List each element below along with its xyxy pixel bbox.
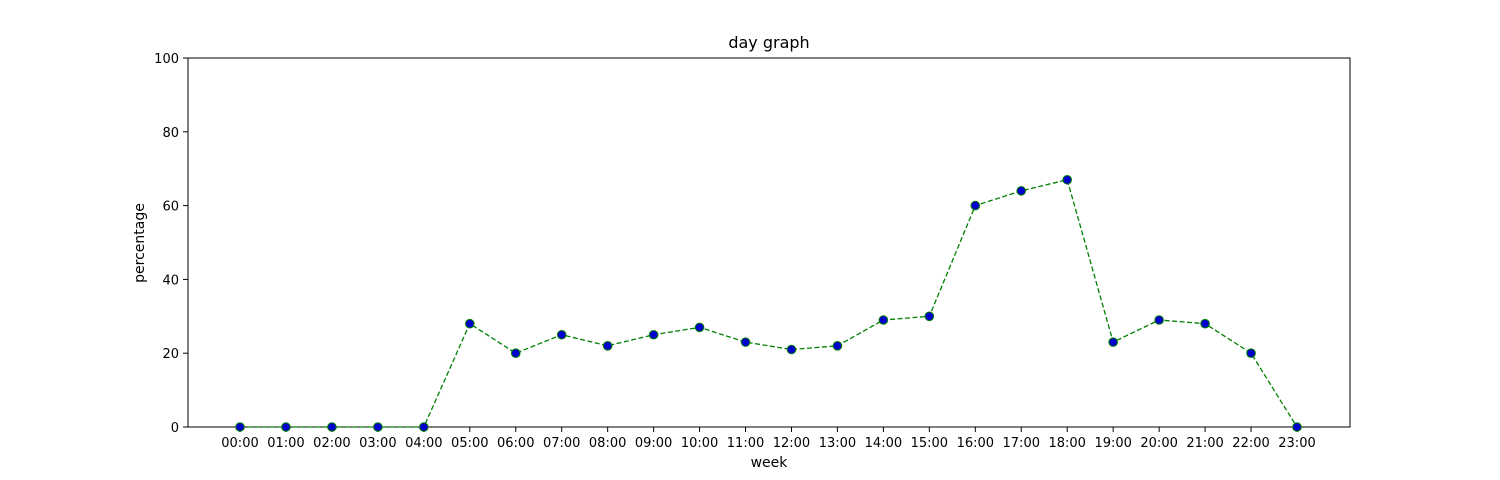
data-point — [327, 422, 337, 432]
data-point — [878, 315, 889, 325]
y-tick-label: 100 — [154, 52, 179, 67]
x-tick-label: 16:00 — [957, 436, 994, 451]
x-tick-label: 07:00 — [543, 436, 580, 451]
data-point — [648, 329, 659, 340]
y-tick-label: 80 — [162, 126, 179, 141]
data-point — [1016, 186, 1027, 196]
chart-title: day graph — [728, 33, 809, 52]
data-point — [1200, 318, 1210, 329]
x-tick-label: 08:00 — [589, 436, 626, 451]
data-point — [1292, 422, 1302, 432]
data-point — [1246, 348, 1256, 359]
data-point — [1062, 174, 1073, 185]
y-tick-label: 20 — [162, 347, 179, 362]
data-point — [832, 341, 843, 351]
data-point — [281, 422, 291, 432]
data-point — [1154, 315, 1164, 325]
x-tick-label: 05:00 — [451, 436, 488, 451]
x-tick-label: 23:00 — [1278, 436, 1315, 451]
data-point — [924, 311, 935, 322]
x-tick-label: 00:00 — [221, 436, 258, 451]
data-point — [694, 322, 705, 333]
x-tick-label: 11:00 — [727, 436, 764, 451]
data-point — [419, 422, 429, 432]
x-tick-label: 15:00 — [911, 436, 948, 451]
x-tick-label: 17:00 — [1003, 436, 1040, 451]
x-axis-label: week — [751, 455, 789, 471]
x-tick-label: 03:00 — [359, 436, 396, 451]
y-axis: 0 20 40 60 80 100 — [154, 52, 188, 436]
x-tick-label: 09:00 — [635, 436, 672, 451]
x-tick-label: 18:00 — [1048, 436, 1085, 451]
x-tick-label: 21:00 — [1186, 436, 1223, 451]
x-tick-label: 20:00 — [1140, 436, 1177, 451]
data-point — [235, 422, 245, 432]
data-point — [510, 348, 521, 359]
data-point — [556, 329, 567, 340]
y-tick-label: 0 — [171, 421, 179, 436]
data-point — [970, 200, 981, 211]
data-point — [373, 422, 383, 432]
series-layer — [235, 174, 1302, 432]
x-tick-label: 13:00 — [819, 436, 856, 451]
x-tick-label: 04:00 — [405, 436, 442, 451]
data-point — [464, 318, 475, 329]
x-tick-label: 01:00 — [267, 436, 304, 451]
data-point — [740, 337, 751, 347]
plot-frame — [187, 57, 1351, 428]
x-axis: 00:00 01:00 02:00 03:00 04:00 05:00 06:00 07:00… — [221, 427, 1316, 451]
x-tick-label: 10:00 — [681, 436, 718, 451]
data-point — [786, 344, 797, 355]
x-tick-label: 14:00 — [865, 436, 902, 451]
data-point — [1108, 337, 1118, 347]
x-tick-label: 19:00 — [1094, 436, 1131, 451]
x-tick-label: 22:00 — [1232, 436, 1269, 451]
y-tick-label: 60 — [162, 200, 179, 215]
data-point — [602, 341, 613, 351]
x-tick-label: 12:00 — [773, 436, 810, 451]
y-tick-label: 40 — [162, 273, 179, 288]
x-tick-label: 06:00 — [497, 436, 534, 451]
series-line — [240, 178, 1298, 428]
x-tick-label: 02:00 — [313, 436, 350, 451]
y-axis-label: percentage — [132, 203, 148, 283]
